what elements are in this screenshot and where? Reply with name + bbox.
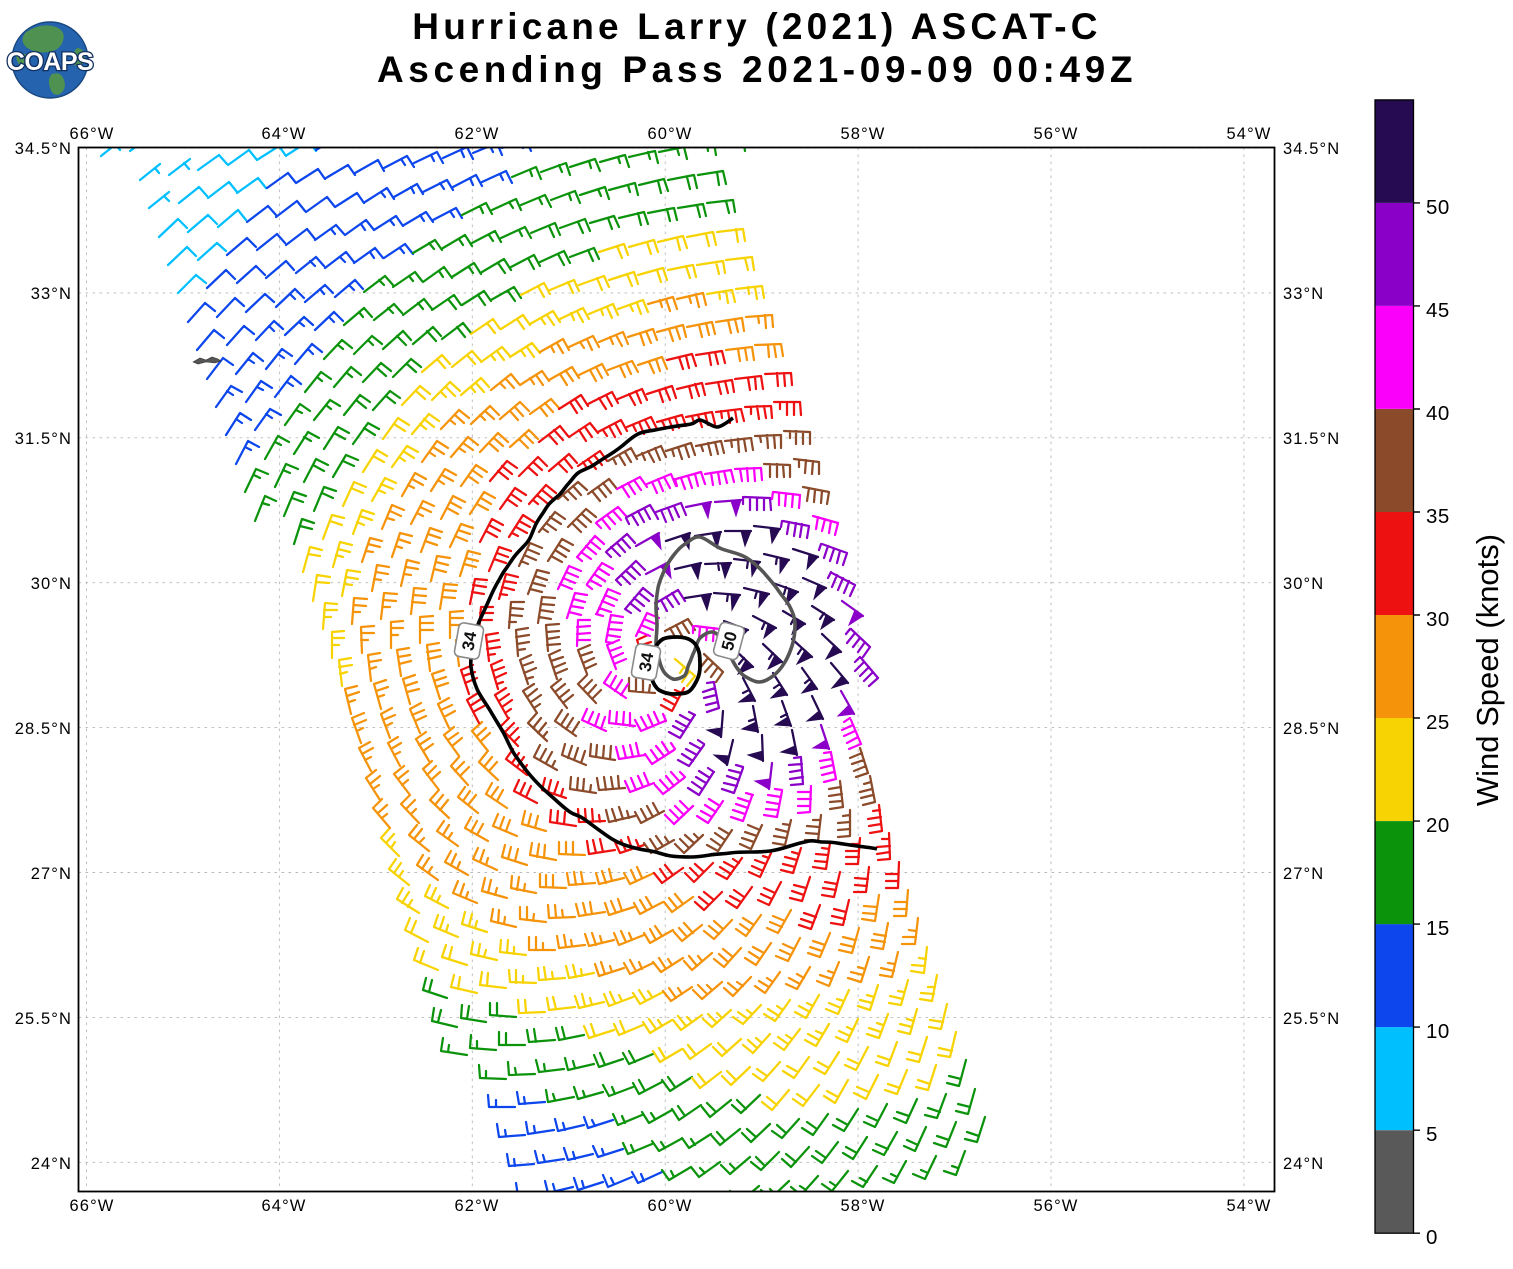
svg-text:28.5°N: 28.5°N [1283,720,1340,738]
svg-text:34: 34 [635,651,657,673]
svg-text:62°W: 62°W [455,1197,500,1215]
svg-text:58°W: 58°W [841,1197,886,1215]
svg-text:5: 5 [1426,1123,1438,1146]
svg-text:24°N: 24°N [1283,1155,1324,1173]
svg-text:28.5°N: 28.5°N [15,720,72,738]
svg-text:15: 15 [1426,917,1450,940]
svg-text:60°W: 60°W [648,1197,693,1215]
svg-text:25.5°N: 25.5°N [15,1010,72,1028]
svg-text:27°N: 27°N [31,865,72,883]
svg-text:33°N: 33°N [1283,285,1324,303]
svg-text:Hurricane Larry (2021) ASCAT-C: Hurricane Larry (2021) ASCAT-C [412,6,1101,47]
svg-text:50: 50 [718,630,741,653]
svg-text:66°W: 66°W [70,1197,115,1215]
svg-text:54°W: 54°W [1227,125,1272,143]
svg-text:30°N: 30°N [31,575,72,593]
svg-text:60°W: 60°W [648,125,693,143]
svg-text:24°N: 24°N [31,1155,72,1173]
svg-text:Ascending Pass 2021-09-09 00:4: Ascending Pass 2021-09-09 00:49Z [377,49,1137,90]
svg-text:27°N: 27°N [1283,865,1324,883]
svg-text:66°W: 66°W [70,125,115,143]
svg-text:56°W: 56°W [1034,125,1079,143]
svg-text:33°N: 33°N [31,285,72,303]
svg-text:30: 30 [1426,608,1450,631]
svg-text:56°W: 56°W [1034,1197,1079,1215]
svg-text:50: 50 [1426,196,1450,219]
svg-text:30°N: 30°N [1283,575,1324,593]
svg-text:20: 20 [1426,814,1450,837]
svg-text:40: 40 [1426,402,1450,425]
svg-text:64°W: 64°W [262,125,307,143]
svg-text:0: 0 [1426,1226,1438,1249]
svg-text:31.5°N: 31.5°N [1283,430,1340,448]
svg-text:34: 34 [458,630,480,652]
svg-text:45: 45 [1426,299,1450,322]
svg-text:25.5°N: 25.5°N [1283,1010,1340,1028]
svg-text:35: 35 [1426,505,1450,528]
svg-text:Wind Speed (knots): Wind Speed (knots) [1470,534,1505,806]
svg-text:62°W: 62°W [455,125,500,143]
svg-text:31.5°N: 31.5°N [15,430,72,448]
svg-text:34.5°N: 34.5°N [15,140,72,158]
svg-text:54°W: 54°W [1227,1197,1272,1215]
svg-text:64°W: 64°W [262,1197,307,1215]
svg-text:58°W: 58°W [841,125,886,143]
svg-text:25: 25 [1426,711,1450,734]
svg-text:COAPS: COAPS [7,48,93,76]
svg-text:34.5°N: 34.5°N [1283,140,1340,158]
svg-text:10: 10 [1426,1020,1450,1043]
